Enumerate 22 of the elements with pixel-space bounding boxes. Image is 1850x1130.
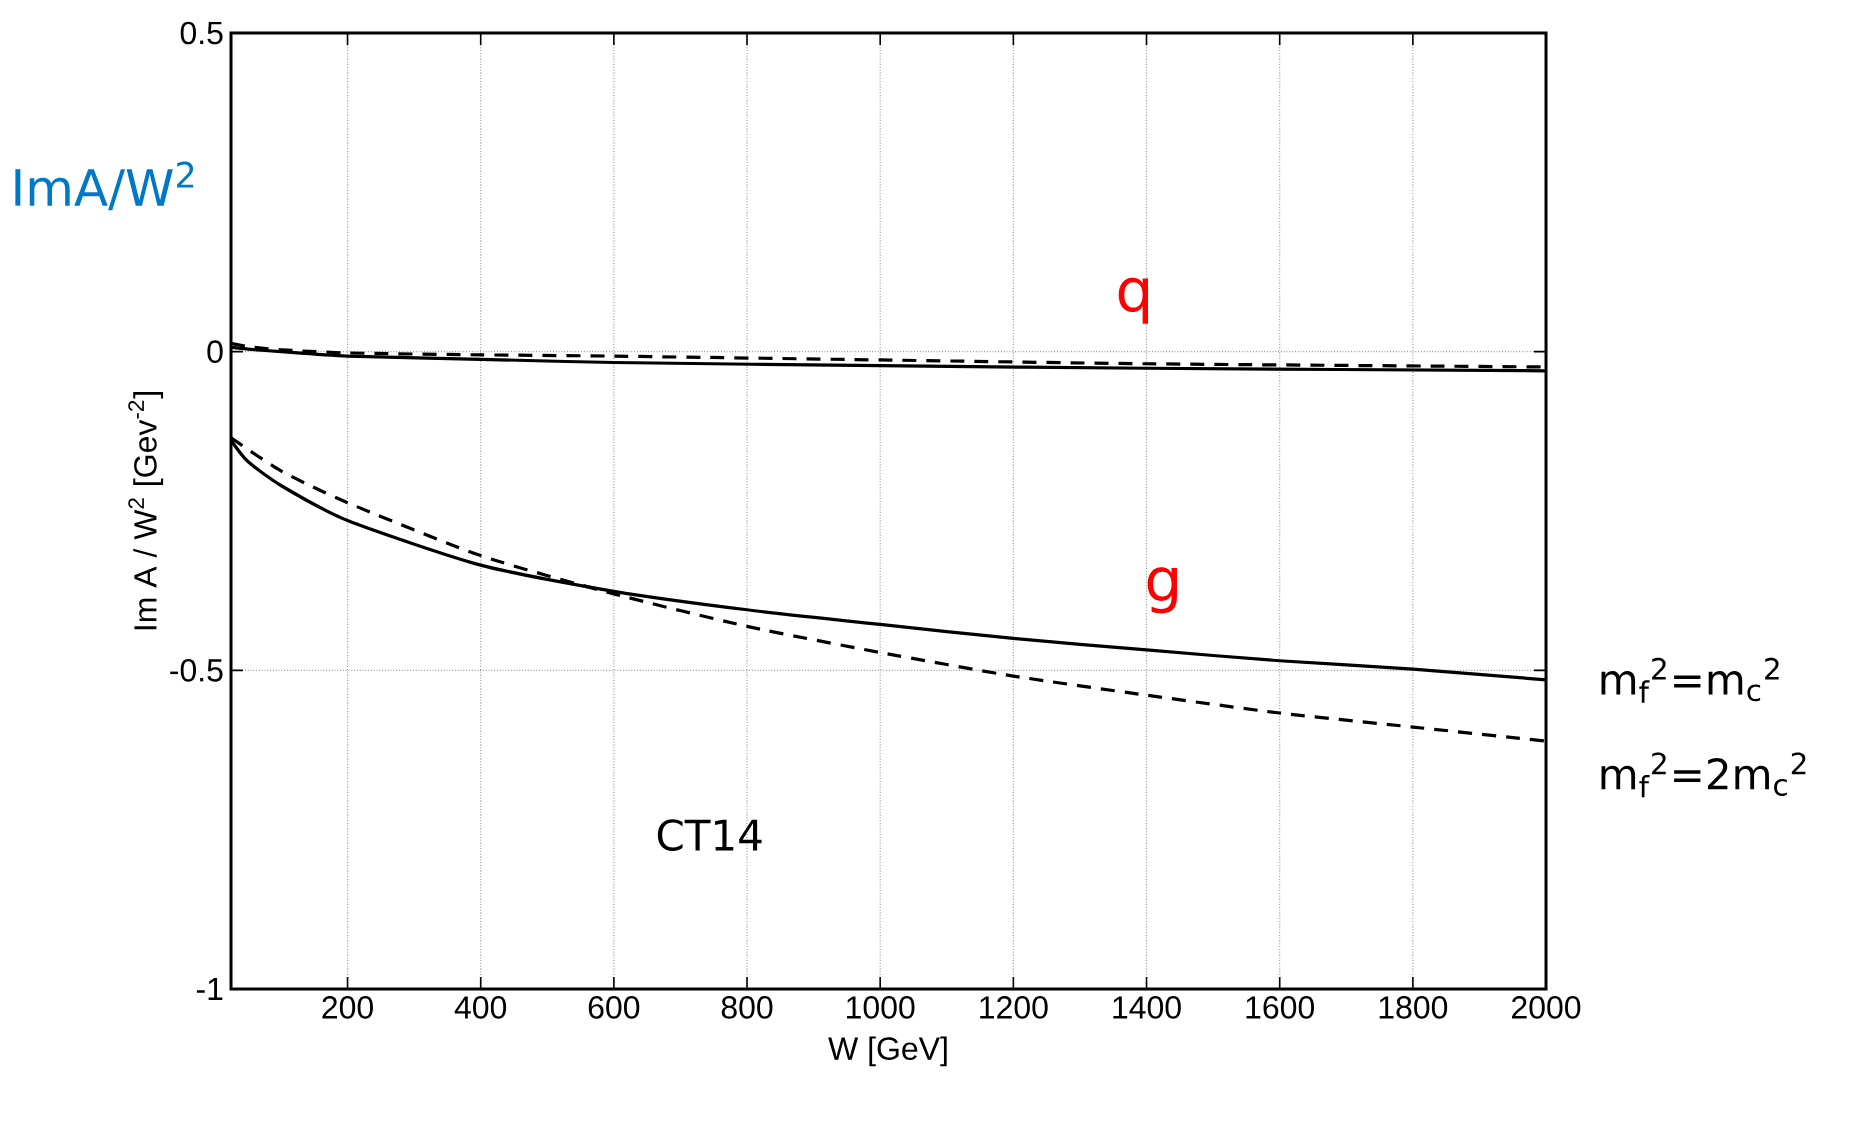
x-tick-label: 600 bbox=[588, 996, 640, 1019]
x-tick-label: 1800 bbox=[1379, 996, 1448, 1019]
x-tick-label: 800 bbox=[721, 996, 773, 1019]
y-tick-label: -1 bbox=[196, 977, 223, 1001]
x-tick-label: 400 bbox=[454, 996, 507, 1019]
x-tick-label: 1000 bbox=[847, 996, 915, 1019]
annotation: CT14 bbox=[657, 819, 762, 851]
x-tick-label: 1200 bbox=[980, 996, 1048, 1019]
y-tick-label: 0 bbox=[207, 340, 223, 363]
text: ImA/W$^{2}$ bbox=[15, 161, 194, 211]
annotation: q bbox=[1118, 277, 1149, 324]
annotation: g bbox=[1147, 567, 1177, 614]
x-tick-label: 200 bbox=[322, 996, 373, 1019]
x-tick-label: 1400 bbox=[1113, 996, 1181, 1019]
text: m$_{f}$$^{2}$=m$_{c}$2 bbox=[1601, 657, 1779, 703]
y-axis-title: Im A / W$^{2}$ [Gev$^{-2}$] bbox=[128, 392, 164, 630]
x-tick-label: 2000 bbox=[1512, 996, 1581, 1019]
y-tick-label: 0.5 bbox=[180, 21, 223, 45]
text: m$_{f}$$^{2}$=2m$_{c}$2 bbox=[1601, 752, 1806, 798]
x-tick-label: 1600 bbox=[1246, 996, 1314, 1019]
y-tick-label: -0.5 bbox=[170, 659, 223, 682]
x-axis-title: W [GeV] bbox=[828, 1036, 947, 1067]
